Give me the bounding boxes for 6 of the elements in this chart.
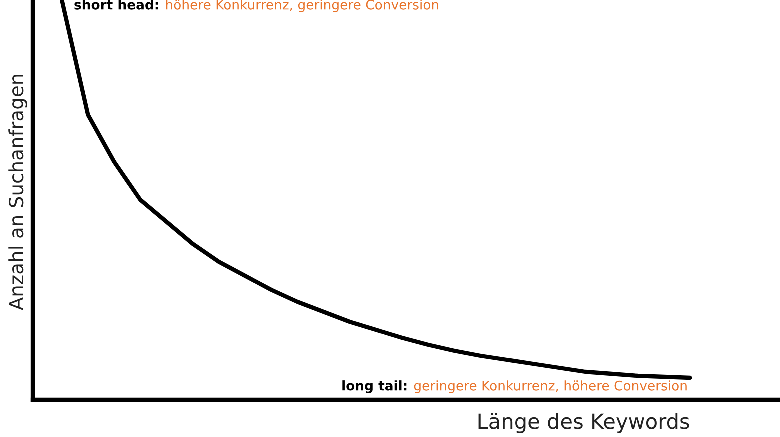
annotation: long tail:	[342, 380, 407, 394]
x-axis-title: Länge des Keywords	[478, 413, 690, 434]
annotation: short head:	[74, 0, 158, 10]
annotation: höhere Konkurrenz, geringere Conversion	[166, 0, 438, 12]
annotation: geringere Konkurrenz, höhere Conversion	[414, 380, 687, 394]
y-axis-title: Anzahl an Suchanfragen	[8, 74, 28, 311]
